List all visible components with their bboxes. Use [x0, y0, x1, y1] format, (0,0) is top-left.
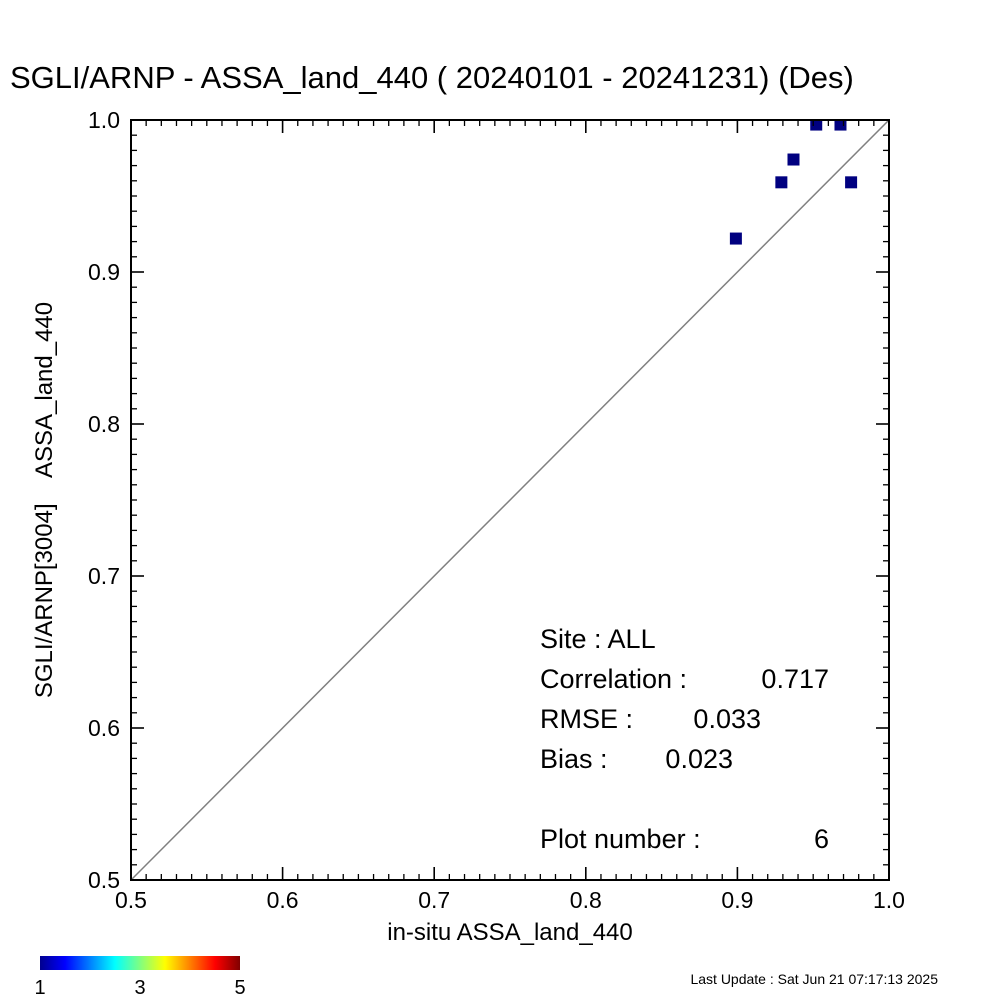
x-tick-label: 0.5	[115, 887, 147, 913]
y-tick-label: 0.7	[88, 563, 120, 589]
colorbar-mid-label: 3	[134, 977, 145, 999]
x-tick-label: 0.7	[418, 887, 450, 913]
stat-plot-number-label: Plot number :	[540, 824, 701, 854]
y-tick-label: 0.8	[88, 411, 120, 437]
last-update-text: Last Update : Sat Jun 21 07:17:13 2025	[690, 971, 938, 987]
colorbar-min-label: 1	[34, 977, 45, 999]
y-tick-label: 0.6	[88, 715, 120, 741]
x-tick-label: 0.9	[721, 887, 753, 913]
y-tick-label: 1.0	[88, 107, 120, 133]
stat-correlation-value: 0.717	[761, 664, 829, 694]
stat-site: Site : ALL	[540, 624, 656, 654]
data-point	[810, 120, 823, 131]
data-point	[845, 176, 858, 189]
stat-rmse-value: 0.033	[693, 704, 761, 734]
stat-correlation-label: Correlation :	[540, 664, 687, 694]
one-to-one-line	[131, 120, 889, 880]
x-tick-label: 0.6	[267, 887, 299, 913]
data-point	[729, 232, 742, 245]
stat-rmse-label: RMSE :	[540, 704, 633, 734]
y-tick-label: 0.9	[88, 259, 120, 285]
y-axis-label: SGLI/ARNP[3004] ASSA_land_440	[31, 302, 58, 698]
stat-plot-number-value: 6	[814, 824, 829, 854]
y-tick-label: 0.5	[88, 867, 120, 893]
x-axis-label: in-situ ASSA_land_440	[387, 919, 633, 946]
stat-bias-value: 0.023	[665, 744, 733, 774]
data-point	[787, 153, 800, 166]
stat-bias-label: Bias :	[540, 744, 608, 774]
colorbar-max-label: 5	[234, 977, 245, 999]
chart-title: SGLI/ARNP - ASSA_land_440 ( 20240101 - 2…	[10, 60, 854, 95]
x-tick-label: 1.0	[873, 887, 905, 913]
colorbar	[40, 956, 240, 970]
x-tick-label: 0.8	[570, 887, 602, 913]
data-point	[775, 176, 788, 189]
data-point	[834, 120, 847, 131]
